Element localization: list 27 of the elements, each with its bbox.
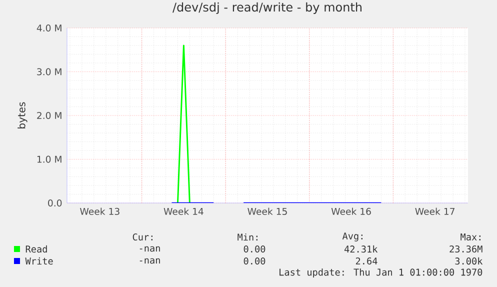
text: Avg: <box>342 232 362 242</box>
text: 2.64 <box>356 257 378 265</box>
y-tick-label: 4.0 M <box>36 24 62 32</box>
x-tick-label: Week 16 <box>331 208 371 215</box>
x-tick-label: Week 14 <box>164 208 204 215</box>
text: 0.00 <box>244 257 266 265</box>
text: 0.00 <box>244 245 266 253</box>
legend-label: Write <box>25 257 53 265</box>
y-tick-label: 3.0 M <box>37 68 62 76</box>
text: 23.36M <box>450 245 482 253</box>
text: Cur: <box>132 233 152 241</box>
legend-label: Read <box>26 245 47 253</box>
x-tick-label: Week 15 <box>248 208 287 215</box>
y-tick-label: 2.0 M <box>37 112 62 120</box>
y-tick-label: 0.0 <box>48 199 62 207</box>
text: Max: <box>460 234 480 240</box>
text: -nan <box>140 246 160 252</box>
text: 42.31k <box>344 245 378 253</box>
x-tick-label: Week 17 <box>415 208 454 215</box>
y-axis-title: bytes <box>18 102 28 128</box>
text: Min: <box>238 233 258 241</box>
text: Last update: Thu Jan 1 01:00:00 1970 <box>280 268 482 278</box>
text: 3.00k <box>455 257 483 265</box>
y-tick-label: 1.0 M <box>37 156 62 163</box>
x-tick-label: Week 13 <box>80 208 120 215</box>
chart-title: /dev/sdj - read/write - by month <box>172 2 362 14</box>
text: -nan <box>140 258 160 264</box>
